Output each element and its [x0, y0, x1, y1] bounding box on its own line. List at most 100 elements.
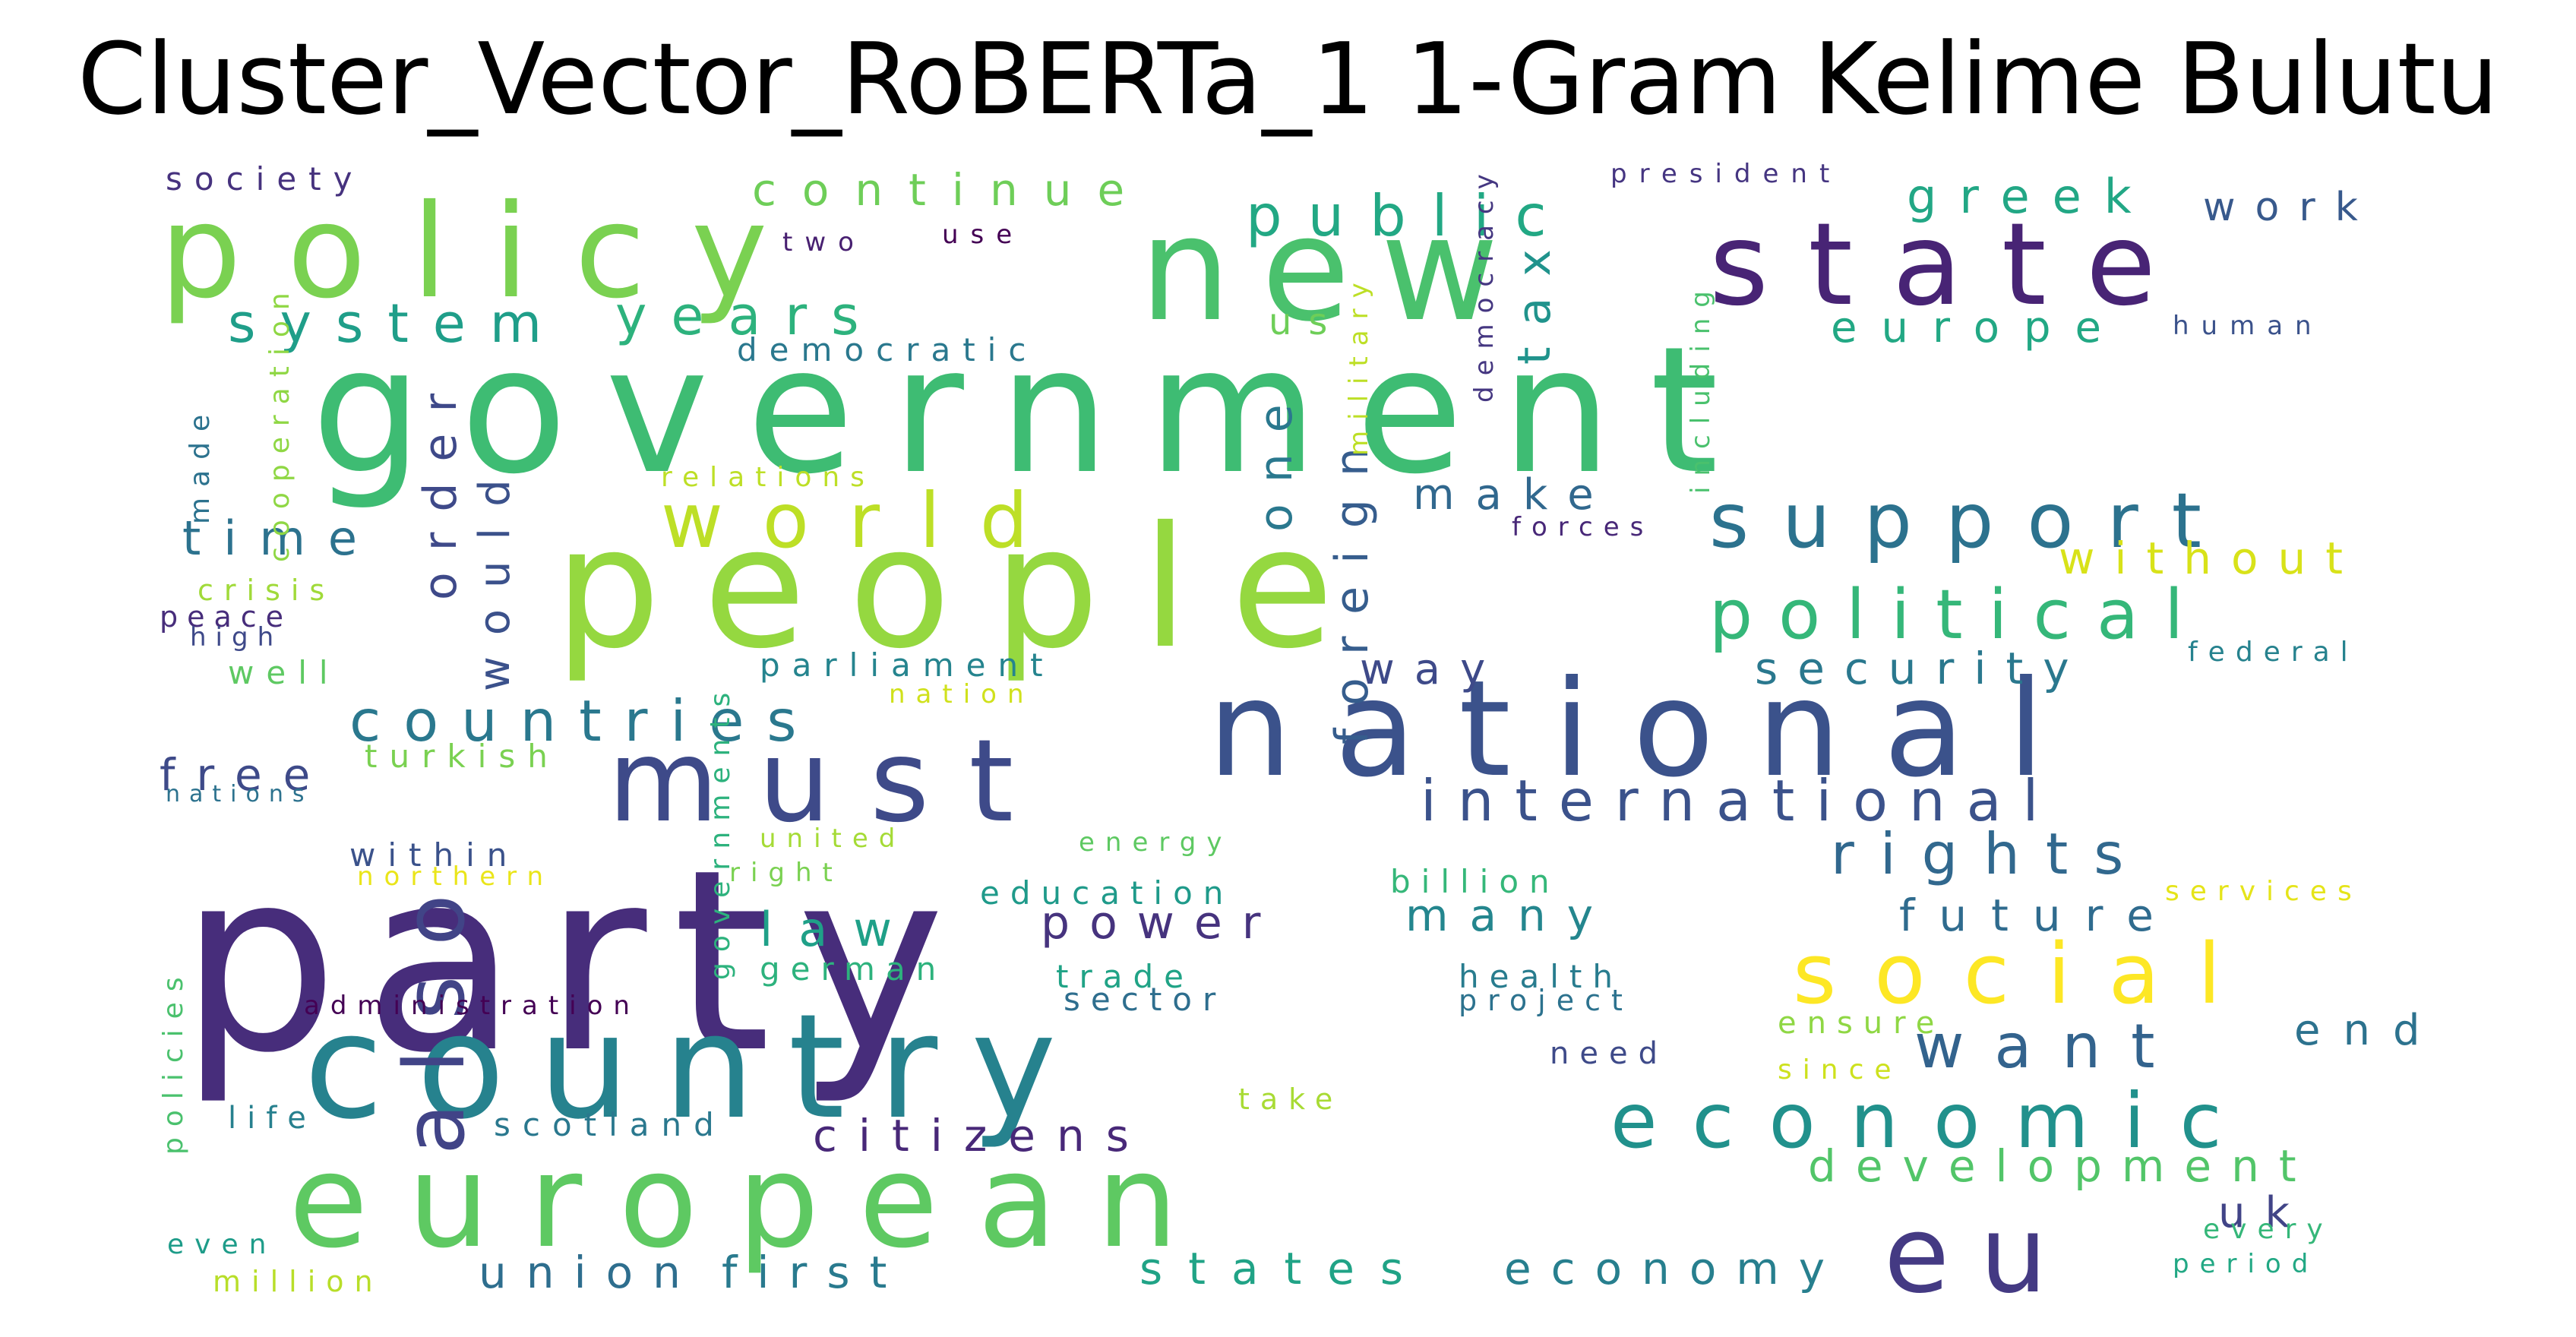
cloud-word-turkish: turkish: [365, 738, 560, 775]
cloud-word-without: without: [2059, 533, 2363, 584]
cloud-word-countries: countries: [349, 687, 820, 754]
cloud-word-order: order: [414, 372, 467, 600]
cloud-word-rights: rights: [1831, 820, 2149, 887]
cloud-word-german: german: [760, 950, 947, 988]
cloud-word-economic: economic: [1610, 1076, 2256, 1165]
cloud-word-trade: trade: [1056, 958, 1194, 995]
cloud-word-also: also: [386, 864, 483, 1155]
cloud-word-take: take: [1238, 1083, 1343, 1116]
cloud-word-relations: relations: [661, 462, 875, 493]
cloud-word-development: development: [1808, 1140, 2316, 1192]
cloud-word-eu: eu: [1884, 1193, 2078, 1317]
cloud-word-peace: peace: [160, 600, 292, 634]
cloud-word-world: world: [661, 476, 1067, 565]
cloud-word-future: future: [1899, 890, 2178, 941]
cloud-word-economy: economy: [1504, 1243, 1844, 1294]
cloud-word-forces: forces: [1512, 512, 1654, 542]
cloud-word-security: security: [1755, 643, 2089, 694]
cloud-word-every: every: [2203, 1214, 2334, 1245]
cloud-word-project: project: [1459, 984, 1633, 1017]
cloud-word-support: support: [1709, 476, 2235, 565]
cloud-word-political: political: [1709, 575, 2209, 655]
cloud-word-states: states: [1139, 1243, 1429, 1294]
cloud-word-foreign: foreign: [1326, 425, 1379, 744]
cloud-word-administration: administration: [304, 991, 640, 1021]
cloud-word-must: must: [608, 716, 1053, 848]
cloud-word-united: united: [760, 823, 906, 854]
cloud-word-way: way: [1360, 645, 1505, 694]
cloud-word-human: human: [2173, 311, 2324, 341]
cloud-word-us: us: [1269, 301, 1344, 343]
cloud-word-education: education: [980, 874, 1234, 912]
cloud-word-services: services: [2165, 876, 2363, 907]
cloud-word-first: first: [722, 1247, 906, 1298]
cloud-word-state: state: [1709, 199, 2195, 331]
cloud-word-including: including: [1686, 280, 1716, 494]
cloud-word-president: president: [1610, 159, 1841, 189]
cloud-word-international: international: [1421, 767, 2059, 834]
cloud-word-period: period: [2173, 1249, 2318, 1279]
cloud-word-crisis: crisis: [198, 574, 335, 607]
cloud-word-system: system: [228, 292, 566, 355]
cloud-word-federal: federal: [2188, 637, 2359, 668]
cloud-word-european: european: [289, 1127, 1218, 1277]
cloud-word-parliament: parliament: [760, 646, 1055, 684]
cloud-word-many: many: [1405, 890, 1614, 941]
cloud-word-nation: nation: [889, 679, 1035, 710]
cloud-word-use: use: [942, 220, 1024, 250]
cloud-word-northern: northern: [357, 861, 554, 892]
cloud-word-governments: governments: [705, 682, 736, 980]
cloud-word-uk: uk: [2218, 1188, 2309, 1237]
cloud-word-health: health: [1459, 958, 1623, 995]
cloud-word-time: time: [182, 510, 380, 566]
cloud-word-right: right: [729, 858, 843, 888]
cloud-word-europe: europe: [1831, 303, 2126, 352]
cloud-word-new: new: [1139, 185, 1529, 353]
cloud-word-government: government: [311, 310, 1756, 513]
cloud-word-two: two: [782, 227, 866, 258]
page-title: Cluster_Vector_RoBERTa_1 1-Gram Kelime B…: [77, 21, 2499, 137]
cloud-word-policies: policies: [158, 966, 189, 1155]
cloud-word-nations: nations: [166, 781, 314, 808]
cloud-word-million: million: [213, 1265, 384, 1298]
cloud-word-free: free: [160, 749, 331, 801]
cloud-word-greek: greek: [1907, 169, 2154, 224]
cloud-word-tax: tax: [1508, 228, 1561, 365]
cloud-word-made: made: [185, 404, 216, 524]
cloud-word-within: within: [349, 836, 519, 874]
cloud-word-even: even: [167, 1229, 277, 1260]
cloud-word-national: national: [1208, 653, 2087, 807]
cloud-word-continue: continue: [752, 164, 1150, 216]
cloud-word-years: years: [615, 285, 883, 347]
cloud-word-sector: sector: [1064, 981, 1226, 1018]
cloud-word-one: one: [1250, 383, 1303, 532]
cloud-word-since: since: [1778, 1054, 1902, 1086]
cloud-word-people: people: [555, 491, 1377, 685]
cloud-word-law: law: [760, 902, 918, 957]
cloud-word-end: end: [2294, 1006, 2443, 1055]
cloud-word-military: military: [1344, 272, 1374, 456]
cloud-word-would: would: [470, 458, 520, 691]
cloud-word-social: social: [1793, 925, 2259, 1023]
cloud-word-high: high: [190, 622, 283, 653]
cloud-word-democracy: democracy: [1469, 163, 1500, 403]
cloud-word-citizens: citizens: [813, 1110, 1150, 1162]
cloud-word-democratic: democratic: [737, 331, 1038, 368]
cloud-word-make: make: [1413, 470, 1615, 520]
cloud-word-party: party: [179, 816, 971, 1108]
cloud-word-billion: billion: [1390, 863, 1560, 900]
cloud-word-union: union: [479, 1247, 700, 1298]
cloud-word-need: need: [1550, 1036, 1668, 1071]
cloud-word-energy: energy: [1079, 827, 1232, 858]
cloud-word-life: life: [228, 1101, 317, 1136]
cloud-word-public: public: [1246, 182, 1572, 249]
cloud-word-power: power: [1041, 896, 1280, 950]
cloud-word-want: want: [1914, 1011, 2186, 1082]
cloud-word-society: society: [166, 160, 365, 198]
cloud-word-country: country: [304, 983, 1090, 1151]
cloud-word-policy: policy: [160, 177, 813, 327]
cloud-word-work: work: [2203, 185, 2378, 230]
cloud-word-ensure: ensure: [1778, 1006, 1945, 1041]
cloud-word-well: well: [228, 654, 340, 691]
